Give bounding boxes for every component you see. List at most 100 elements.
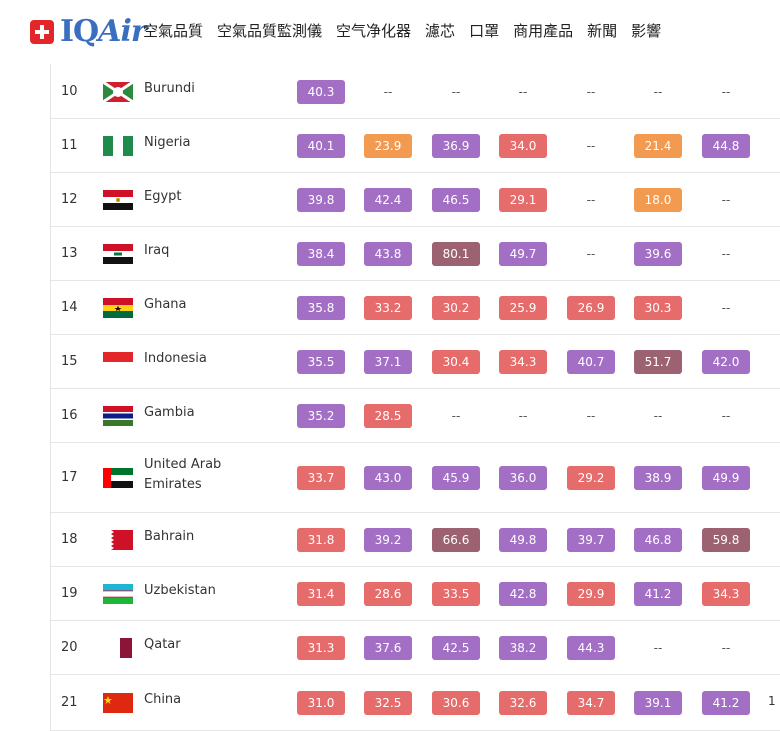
no-data-text: -- (653, 84, 663, 99)
rank-number: 21 (61, 695, 78, 710)
country-name-link[interactable]: China (144, 692, 182, 707)
rank-number: 20 (61, 640, 78, 655)
table-row[interactable]: 16 Gambia 35.2 28.5 -- -- -- -- -- (51, 389, 780, 443)
country-flag-icon (103, 190, 133, 210)
aqi-value-badge: 39.2 (364, 528, 412, 552)
main-nav: 空氣品質 空氣品質監測儀 空气净化器 濾芯 口罩 商用產品 新聞 影響 (143, 21, 675, 41)
table-row[interactable]: 17 United Arab Emirates 33.7 43.0 45.9 36.0 29… (51, 443, 780, 513)
country-flag-icon (103, 136, 133, 156)
aqi-value-badge: 42.5 (432, 636, 480, 660)
country-name-link[interactable]: Burundi (144, 80, 195, 96)
no-data-text: -- (653, 641, 663, 655)
nav-purifiers[interactable]: 空气净化器 (336, 22, 412, 40)
aqi-value-badge: 30.6 (432, 691, 480, 715)
aqi-value-badge: 31.3 (297, 636, 345, 660)
aqi-value-badge: 35.2 (297, 404, 345, 428)
no-data-text: -- (586, 139, 596, 153)
rank-number: 10 (61, 83, 78, 99)
rank-number: 16 (61, 408, 78, 423)
country-flag-icon (103, 584, 133, 604)
aqi-value-badge: 40.3 (297, 79, 345, 104)
aqi-value-badge: 30.3 (634, 296, 682, 320)
aqi-value-badge: 43.8 (364, 242, 412, 266)
aqi-value-badge: 28.5 (364, 404, 412, 428)
country-name-link[interactable]: Uzbekistan (144, 583, 216, 598)
table-row[interactable]: 18 Bahrain 31.8 39.2 66.6 49.8 39.7 46.8 59.8 (51, 513, 780, 567)
iqair-logo[interactable]: IQAir (30, 14, 147, 49)
nav-filters[interactable]: 濾芯 (425, 22, 456, 40)
country-flag-icon (103, 244, 133, 264)
aqi-value-badge: 23.9 (364, 134, 412, 158)
aqi-value-badge: 42.8 (499, 582, 547, 606)
country-flag-icon (111, 638, 132, 658)
country-name-link[interactable]: United Arab Emirates (144, 457, 222, 492)
table-row[interactable]: 10 Burundi 40.3 -- -- -- -- -- -- (51, 64, 780, 119)
aqi-value-badge: 39.8 (297, 188, 345, 212)
no-data-text: -- (518, 84, 528, 99)
table-row[interactable]: 13 Iraq 38.4 43.8 80.1 49.7 -- 39.6 -- (51, 227, 780, 281)
rank-number: 18 (61, 532, 78, 547)
no-data-text: -- (586, 193, 596, 207)
aqi-value-badge: 45.9 (432, 466, 480, 490)
country-flag-icon (103, 352, 133, 372)
aqi-value-badge: 37.6 (364, 636, 412, 660)
logo-text: IQAir (60, 14, 147, 49)
no-data-text: -- (586, 409, 596, 423)
country-name-link[interactable]: Gambia (144, 405, 195, 420)
country-name-link[interactable]: Indonesia (144, 351, 207, 366)
aqi-value-badge: 38.2 (499, 636, 547, 660)
nav-masks[interactable]: 口罩 (469, 22, 500, 40)
aqi-value-badge: 29.9 (567, 582, 615, 606)
aqi-value-badge: 41.2 (702, 691, 750, 715)
country-name-link[interactable]: Iraq (144, 243, 170, 258)
country-name-link[interactable]: Qatar (144, 637, 181, 652)
aqi-value-badge: 35.5 (297, 350, 345, 374)
swiss-flag-icon (30, 20, 54, 44)
country-name-link[interactable]: Egypt (144, 189, 182, 204)
aqi-value-badge: 28.6 (364, 582, 412, 606)
nav-impact[interactable]: 影響 (631, 22, 662, 40)
aqi-value-badge: 41.2 (634, 582, 682, 606)
aqi-value-badge: 44.8 (702, 134, 750, 158)
aqi-value-badge: 29.2 (567, 466, 615, 490)
no-data-text: -- (721, 193, 731, 207)
rank-number: 14 (61, 300, 78, 315)
nav-news[interactable]: 新聞 (587, 22, 618, 40)
table-row[interactable]: 21 China 31.0 32.5 30.6 32.6 34.7 39.1 41.2 (51, 675, 780, 731)
country-name-link[interactable]: Bahrain (144, 529, 195, 544)
aqi-value-badge: 34.7 (567, 691, 615, 715)
table-row[interactable]: 15 Indonesia 35.5 37.1 30.4 34.3 40.7 51.7 42.0 (51, 335, 780, 389)
aqi-value-badge: 36.0 (499, 466, 547, 490)
aqi-value-badge: 30.2 (432, 296, 480, 320)
nav-air-quality[interactable]: 空氣品質 (143, 22, 204, 40)
table-row[interactable]: 19 Uzbekistan 31.4 28.6 33.5 42.8 29.9 41.2 34.3 (51, 567, 780, 621)
no-data-text: -- (721, 84, 731, 99)
country-name-link[interactable]: Ghana (144, 297, 187, 312)
aqi-value-badge: 59.8 (702, 528, 750, 552)
country-flag-icon (103, 298, 133, 318)
aqi-value-badge: 36.9 (432, 134, 480, 158)
nav-monitors[interactable]: 空氣品質監測儀 (217, 22, 323, 40)
rank-number: 19 (61, 586, 78, 601)
aqi-value-badge: 38.9 (634, 466, 682, 490)
country-flag-icon (103, 406, 133, 426)
aqi-value-badge: 51.7 (634, 350, 682, 374)
no-data-text: -- (721, 301, 731, 315)
nav-commercial[interactable]: 商用產品 (513, 22, 574, 40)
aqi-value-badge: 32.6 (499, 691, 547, 715)
no-data-text: -- (586, 247, 596, 261)
site-header: IQAir 空氣品質 空氣品質監測儀 空气净化器 濾芯 口罩 商用產品 新聞 影… (0, 0, 780, 64)
table-row[interactable]: 12 Egypt 39.8 42.4 46.5 29.1 -- 18.0 -- (51, 173, 780, 227)
country-flag-icon (103, 530, 133, 550)
aqi-value-badge: 26.9 (567, 296, 615, 320)
table-row[interactable]: 11 Nigeria 40.1 23.9 36.9 34.0 -- 21.4 44.8 (51, 119, 780, 173)
country-name-link[interactable]: Nigeria (144, 135, 191, 150)
aqi-value-badge: 43.0 (364, 466, 412, 490)
rank-number: 13 (61, 246, 78, 261)
aqi-value-badge: 34.3 (702, 582, 750, 606)
no-data-text: -- (586, 84, 596, 99)
table-row[interactable]: 14 Ghana 35.8 33.2 30.2 25.9 26.9 30.3 -- (51, 281, 780, 335)
country-flag-icon (103, 468, 133, 488)
no-data-text: -- (721, 247, 731, 261)
table-row[interactable]: 20 Qatar 31.3 37.6 42.5 38.2 44.3 -- -- (51, 621, 780, 675)
